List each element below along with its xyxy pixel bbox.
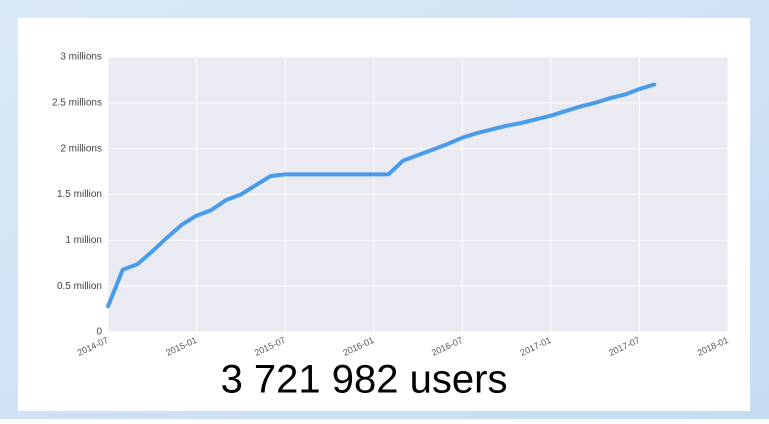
y-tick-label: 3 millions: [60, 52, 102, 63]
y-tick-label: 0: [96, 327, 102, 338]
y-tick-label: 2.5 millions: [52, 97, 102, 108]
y-tick-label: 0.5 million: [57, 281, 102, 292]
data-line: [106, 82, 657, 309]
y-tick-label: 1.5 million: [57, 189, 102, 200]
annotation: 3 721 982 users: [221, 358, 508, 402]
y-tick-label: 2 millions: [60, 143, 102, 154]
y-tick-label: 1 million: [65, 235, 102, 246]
